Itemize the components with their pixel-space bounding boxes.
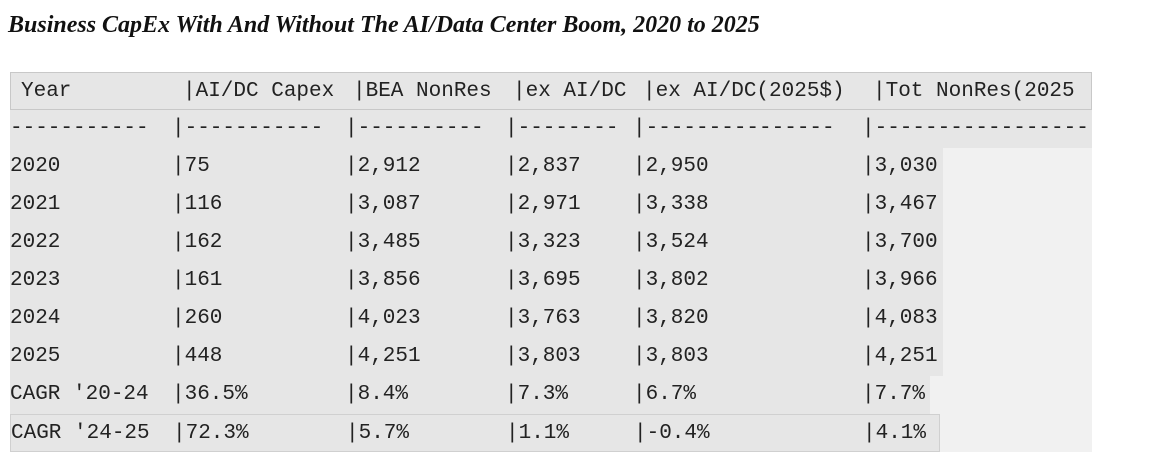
- table-cell: |3,763: [505, 307, 581, 330]
- table-row: 2021 |116 |3,087 |2,971 |3,338 |3,467: [10, 186, 943, 224]
- table-cell: |3,695: [505, 269, 581, 292]
- table-cell: |3,700: [862, 231, 938, 254]
- table-row: 2023 |161 |3,856 |3,695 |3,802 |3,966: [10, 262, 943, 300]
- table-cell: |3,856: [345, 269, 421, 292]
- column-header: |ex AI/DC: [513, 80, 627, 103]
- table-row: CAGR '20-24 |36.5% |8.4% |7.3% |6.7% |7.7%: [10, 376, 930, 414]
- table-row: 2025 |448 |4,251 |3,803 |3,803 |4,251: [10, 338, 943, 376]
- table-cell: |3,338: [633, 193, 709, 216]
- table-cell: |6.7%: [633, 383, 697, 406]
- table-cell: |3,467: [862, 193, 938, 216]
- separator-cell: |---------------: [633, 117, 835, 140]
- table-cell: |3,030: [862, 155, 938, 178]
- table-cell: |3,802: [633, 269, 709, 292]
- table-cell: |161: [172, 269, 223, 292]
- table-cell: |4.1%: [863, 422, 927, 445]
- table-row: 2024 |260 |4,023 |3,763 |3,820 |4,083: [10, 300, 943, 338]
- table-row: 2022 |162 |3,485 |3,323 |3,524 |3,700: [10, 224, 943, 262]
- table-cell: |4,251: [862, 345, 938, 368]
- column-header: |AI/DC Capex: [183, 80, 335, 103]
- table-cell: |116: [172, 193, 223, 216]
- separator-cell: |------------------: [862, 117, 1092, 140]
- table-cell: |3,803: [505, 345, 581, 368]
- column-header: |ex AI/DC(2025$): [643, 80, 845, 103]
- table-cell: |4,251: [345, 345, 421, 368]
- table-cell: |3,820: [633, 307, 709, 330]
- table-cell: |4,023: [345, 307, 421, 330]
- table-cell: |4,083: [862, 307, 938, 330]
- table-cell: 2020: [10, 155, 61, 178]
- data-table: Year |AI/DC Capex |BEA NonRes |ex AI/DC |ex …: [10, 72, 1092, 452]
- table-cell: |72.3%: [173, 422, 249, 445]
- table-cell: |7.7%: [862, 383, 926, 406]
- table-cell: |3,485: [345, 231, 421, 254]
- table-cell: CAGR '24-25: [11, 422, 150, 445]
- table-cell: |2,950: [633, 155, 709, 178]
- table-cell: 2025: [10, 345, 61, 368]
- table-cell: 2024: [10, 307, 61, 330]
- table-row: CAGR '24-25 |72.3% |5.7% |1.1% |-0.4% |4.1%: [10, 414, 940, 452]
- table-cell: |3,323: [505, 231, 581, 254]
- table-cell: |36.5%: [172, 383, 248, 406]
- table-cell: |-0.4%: [634, 422, 710, 445]
- table-cell: |2,971: [505, 193, 581, 216]
- separator-cell: |----------: [345, 117, 484, 140]
- table-cell: |7.3%: [505, 383, 569, 406]
- table-cell: |3,803: [633, 345, 709, 368]
- column-header: Year: [21, 80, 72, 103]
- table-cell: |260: [172, 307, 223, 330]
- table-cell: |1.1%: [506, 422, 570, 445]
- table-cell: |3,524: [633, 231, 709, 254]
- column-header: |Tot NonRes(2025: [873, 80, 1075, 103]
- table-cell: 2023: [10, 269, 61, 292]
- separator-row: ----------- |----------- |---------- |-----…: [10, 110, 1092, 148]
- separator-cell: |--------: [505, 117, 619, 140]
- table-cell: CAGR '20-24: [10, 383, 149, 406]
- separator-cell: |-----------: [172, 117, 324, 140]
- column-header: |BEA NonRes: [353, 80, 492, 103]
- table-cell: |2,837: [505, 155, 581, 178]
- table-row: 2020 |75 |2,912 |2,837 |2,950 |3,030: [10, 148, 943, 186]
- table-cell: |5.7%: [346, 422, 410, 445]
- table-cell: |8.4%: [345, 383, 409, 406]
- table-cell: 2021: [10, 193, 61, 216]
- separator-cell: -----------: [10, 117, 149, 140]
- table-cell: |3,966: [862, 269, 938, 292]
- header-row: Year |AI/DC Capex |BEA NonRes |ex AI/DC |ex …: [10, 72, 1092, 110]
- page-title: Business CapEx With And Without The AI/D…: [8, 12, 760, 38]
- table-cell: 2022: [10, 231, 61, 254]
- table-cell: |448: [172, 345, 223, 368]
- table-cell: |75: [172, 155, 210, 178]
- table-cell: |2,912: [345, 155, 421, 178]
- table-cell: |3,087: [345, 193, 421, 216]
- table-cell: |162: [172, 231, 223, 254]
